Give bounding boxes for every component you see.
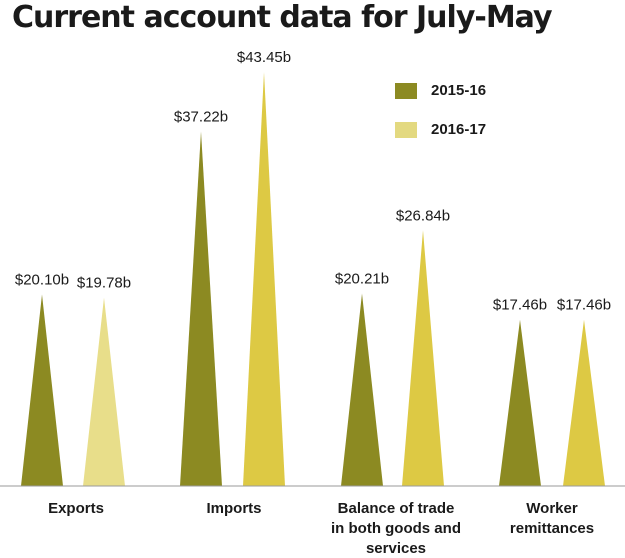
category-label-line: Worker: [526, 500, 578, 517]
legend-label-2016-17: 2016-17: [431, 121, 487, 138]
data-label-balance-of-trade-in-both-goods-and-services-2015-16: $20.21b: [335, 271, 389, 288]
category-label-exports: Exports: [48, 500, 104, 517]
category-label-balance-of-trade-in-both-goods-and-services: Balance of trade in both goods and service…: [331, 500, 461, 557]
data-label-imports-2016-17: $43.45b: [237, 49, 291, 66]
bar-balance-of-trade-in-both-goods-and-services-2016-17: [402, 230, 444, 486]
legend-item-2016-17: 2016-17: [395, 121, 486, 138]
data-label-imports-2015-16: $37.22b: [174, 109, 228, 126]
legend-item-2015-16: 2015-16: [395, 82, 486, 99]
category-label-line: services: [366, 540, 426, 557]
bar-exports-2015-16: [21, 294, 63, 486]
category-label-line: Imports: [206, 500, 261, 517]
category-label-imports: Imports: [206, 500, 261, 517]
data-label-worker-remittances-2015-16: $17.46b: [493, 297, 547, 314]
data-label-exports-2016-17: $19.78b: [77, 275, 131, 292]
bar-exports-2016-17: [83, 297, 125, 486]
legend-swatch-2016-17: [395, 121, 417, 138]
data-label-worker-remittances-2016-17: $17.46b: [557, 297, 611, 314]
legend-swatch-2015-16: [395, 82, 417, 99]
category-label-line: Balance of trade: [338, 500, 455, 517]
bar-imports-2016-17: [243, 72, 285, 486]
bar-worker-remittances-2015-16: [499, 319, 541, 486]
legend-label-2015-16: 2015-16: [431, 82, 487, 99]
bar-worker-remittances-2016-17: [563, 319, 605, 486]
bar-balance-of-trade-in-both-goods-and-services-2015-16: [341, 293, 383, 486]
category-label-line: in both goods and: [331, 520, 461, 537]
bar-imports-2015-16: [180, 131, 222, 486]
category-label-worker-remittances: Worker remittances: [510, 500, 594, 537]
category-label-line: Exports: [48, 500, 104, 517]
category-label-line: remittances: [510, 520, 594, 537]
data-label-balance-of-trade-in-both-goods-and-services-2016-17: $26.84b: [396, 207, 450, 224]
chart-title: Current account data for July-May: [12, 0, 553, 35]
data-label-exports-2015-16: $20.10b: [15, 272, 69, 289]
